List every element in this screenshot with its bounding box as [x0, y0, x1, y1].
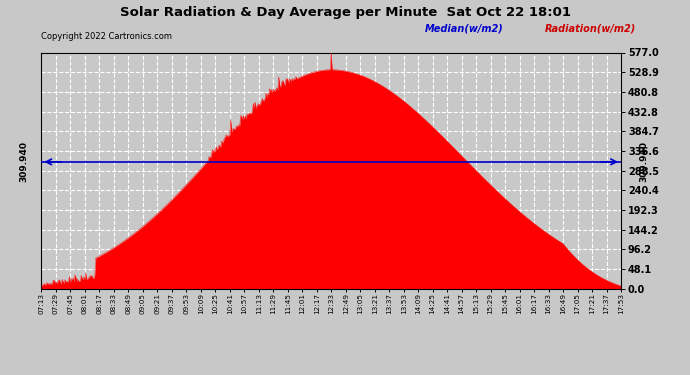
Text: Copyright 2022 Cartronics.com: Copyright 2022 Cartronics.com: [41, 32, 172, 41]
Text: Solar Radiation & Day Average per Minute  Sat Oct 22 18:01: Solar Radiation & Day Average per Minute…: [119, 6, 571, 19]
Text: 309.940: 309.940: [639, 141, 649, 182]
Text: Median(w/m2): Median(w/m2): [424, 24, 503, 34]
Text: 309.940: 309.940: [19, 141, 29, 182]
Text: Radiation(w/m2): Radiation(w/m2): [545, 24, 636, 34]
